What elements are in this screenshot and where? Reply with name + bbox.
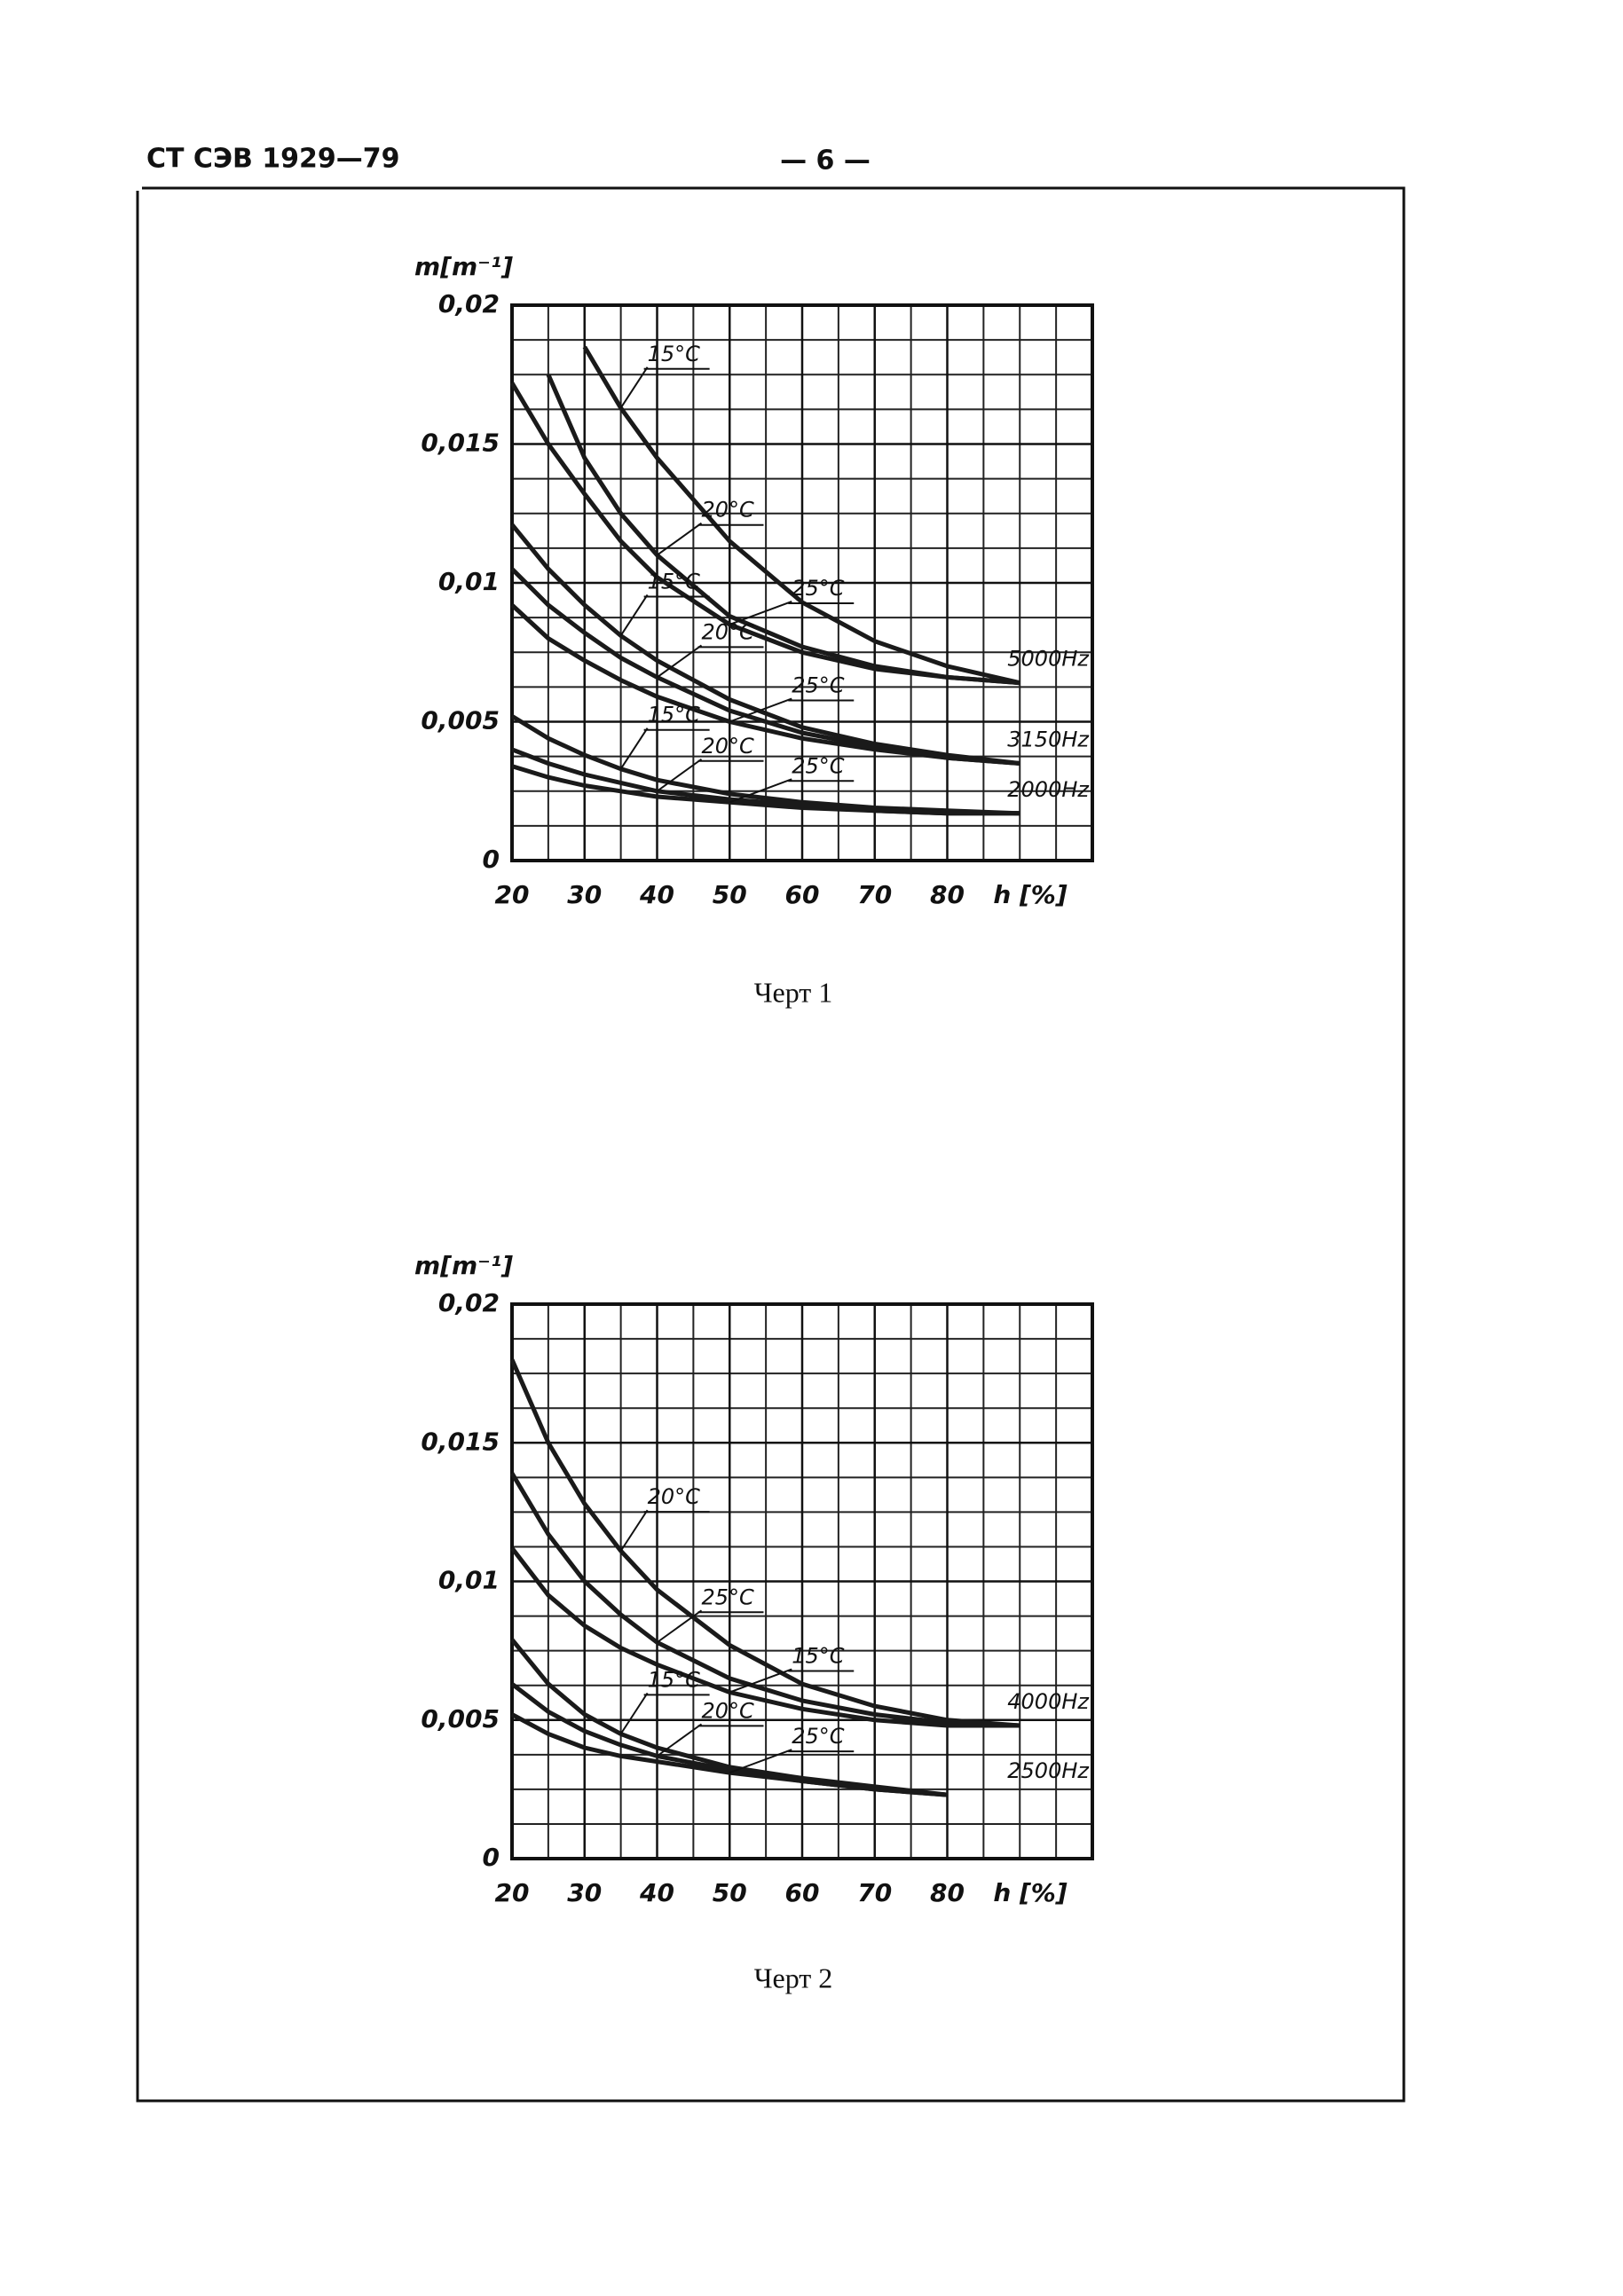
curve-label: 15°C [648,342,701,366]
label-leader [656,1723,703,1757]
curve [511,764,1020,816]
y-tick-label: 0,01 [438,567,500,596]
curve [509,381,1020,686]
x-tick-label: 50 [713,1878,747,1907]
label-leader [619,594,649,637]
x-tick-label: 60 [785,880,820,909]
label-leader [656,758,703,792]
x-tick-label: 40 [639,880,674,909]
x-tick-label: 80 [930,880,965,909]
curve-label: 15°C [792,1644,845,1669]
curve [510,714,1020,816]
curve [509,1358,1020,1728]
curve-label: 25°C [702,1584,755,1609]
curve-label: 20°C [702,498,755,523]
x-tick-label: 70 [857,880,892,909]
caption: Черт 1 [754,976,833,1008]
y-axis-label: m[m⁻¹] [414,1251,513,1280]
label-leader [619,1509,649,1552]
curve-label: 25°C [792,1724,845,1749]
x-tick-label: 60 [785,1878,820,1907]
x-tick-label: 40 [639,1878,674,1907]
curve-label: 15°C [648,703,701,727]
y-tick-label: 0,02 [438,289,500,318]
curve-label: 20°C [702,619,755,644]
label-leader [729,601,792,625]
frequency-label: 4000Hz [1007,1689,1090,1714]
x-tick-label: 70 [857,1878,892,1907]
doc-code: СТ СЭВ 1929—79 [146,144,400,175]
curve-label: 25°C [792,753,845,778]
x-axis-label: h [%] [993,880,1068,909]
y-axis-label: m[m⁻¹] [414,252,513,281]
y-tick-label: 0,015 [421,429,500,458]
frequency-label: 2500Hz [1007,1758,1090,1783]
curve-label: 20°C [702,734,755,759]
label-leader [619,727,649,770]
curve-label: 25°C [792,673,845,698]
curve [509,1472,1020,1728]
y-tick-label: 0 [483,845,500,874]
curve [510,1712,948,1797]
x-tick-label: 50 [713,880,747,909]
x-tick-label: 20 [495,880,530,909]
page-frame [136,186,1406,2103]
x-tick-label: 30 [567,880,602,909]
label-leader [729,1668,792,1694]
curve [510,1546,1020,1728]
y-tick-label: 0,01 [438,1566,500,1595]
y-tick-label: 0,02 [438,1288,500,1317]
y-tick-label: 0,005 [421,1704,500,1734]
y-tick-label: 0 [483,1843,500,1872]
curve [510,603,1020,766]
curve [510,1638,948,1797]
label-leader [729,1749,792,1774]
label-leader [656,1609,703,1644]
caption: Черт 2 [754,1962,833,1993]
x-tick-label: 80 [930,1878,965,1907]
page-number: — 6 — [780,145,871,177]
x-tick-label: 30 [567,1878,602,1907]
label-leader [619,366,649,409]
curve-label: 20°C [702,1698,755,1723]
label-leader [729,697,792,723]
frequency-label: 3150Hz [1007,727,1090,751]
curve-label: 15°C [648,569,701,594]
label-leader [729,778,792,804]
x-tick-label: 20 [495,1878,530,1907]
frequency-label: 2000Hz [1007,777,1090,802]
y-tick-label: 0,005 [421,706,500,735]
y-tick-label: 0,015 [421,1427,500,1456]
curve [510,523,1020,766]
label-leader [656,644,703,679]
curve-label: 20°C [648,1484,701,1509]
x-axis-label: h [%] [993,1878,1068,1907]
curve [582,345,1020,686]
label-leader [656,522,703,556]
frequency-label: 5000Hz [1007,647,1090,672]
curve-label: 15°C [648,1667,701,1692]
label-leader [619,1692,649,1734]
curve-label: 25°C [792,576,845,601]
